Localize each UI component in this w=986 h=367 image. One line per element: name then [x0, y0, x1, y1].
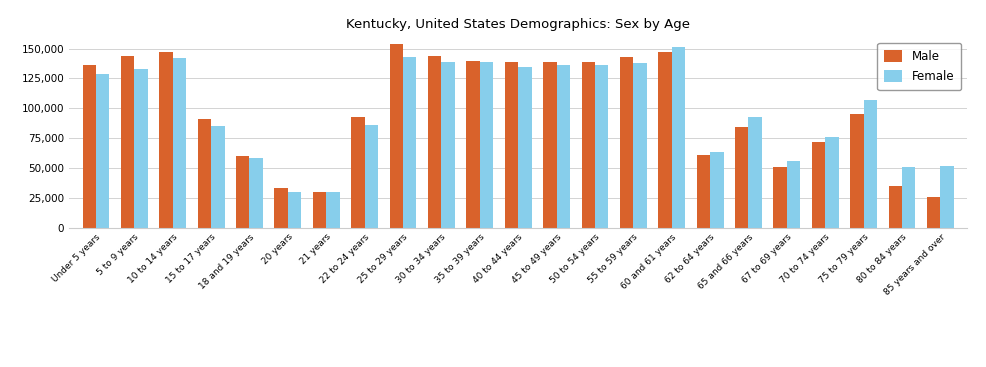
Bar	[849, 114, 863, 228]
Bar	[326, 192, 339, 228]
Bar	[504, 62, 518, 228]
Bar	[633, 63, 646, 228]
Bar	[901, 167, 915, 228]
Bar	[465, 61, 479, 228]
Bar	[926, 197, 940, 228]
Bar	[428, 56, 441, 228]
Bar	[211, 126, 224, 228]
Bar	[518, 66, 531, 228]
Bar	[159, 52, 173, 228]
Bar	[274, 188, 288, 228]
Bar	[747, 117, 761, 228]
Bar	[236, 156, 249, 228]
Bar	[441, 62, 455, 228]
Bar	[542, 62, 556, 228]
Bar	[810, 142, 824, 228]
Bar	[696, 155, 709, 228]
Bar	[709, 152, 723, 228]
Bar	[773, 167, 786, 228]
Bar	[173, 58, 186, 228]
Bar	[581, 62, 595, 228]
Bar	[658, 52, 671, 228]
Bar	[887, 186, 901, 228]
Bar	[197, 119, 211, 228]
Bar	[313, 192, 326, 228]
Bar	[735, 127, 747, 228]
Bar	[824, 137, 838, 228]
Bar	[402, 57, 416, 228]
Bar	[786, 161, 800, 228]
Bar	[556, 65, 570, 228]
Bar	[249, 159, 262, 228]
Bar	[83, 65, 96, 228]
Bar	[479, 62, 493, 228]
Bar	[389, 44, 402, 228]
Bar	[364, 125, 378, 228]
Bar	[863, 100, 877, 228]
Bar	[595, 65, 607, 228]
Bar	[619, 57, 633, 228]
Legend: Male, Female: Male, Female	[877, 43, 960, 90]
Bar	[134, 69, 148, 228]
Bar	[351, 117, 364, 228]
Bar	[671, 47, 684, 228]
Title: Kentucky, United States Demographics: Sex by Age: Kentucky, United States Demographics: Se…	[346, 18, 689, 31]
Bar	[940, 166, 952, 228]
Bar	[120, 56, 134, 228]
Bar	[288, 192, 301, 228]
Bar	[96, 74, 109, 228]
